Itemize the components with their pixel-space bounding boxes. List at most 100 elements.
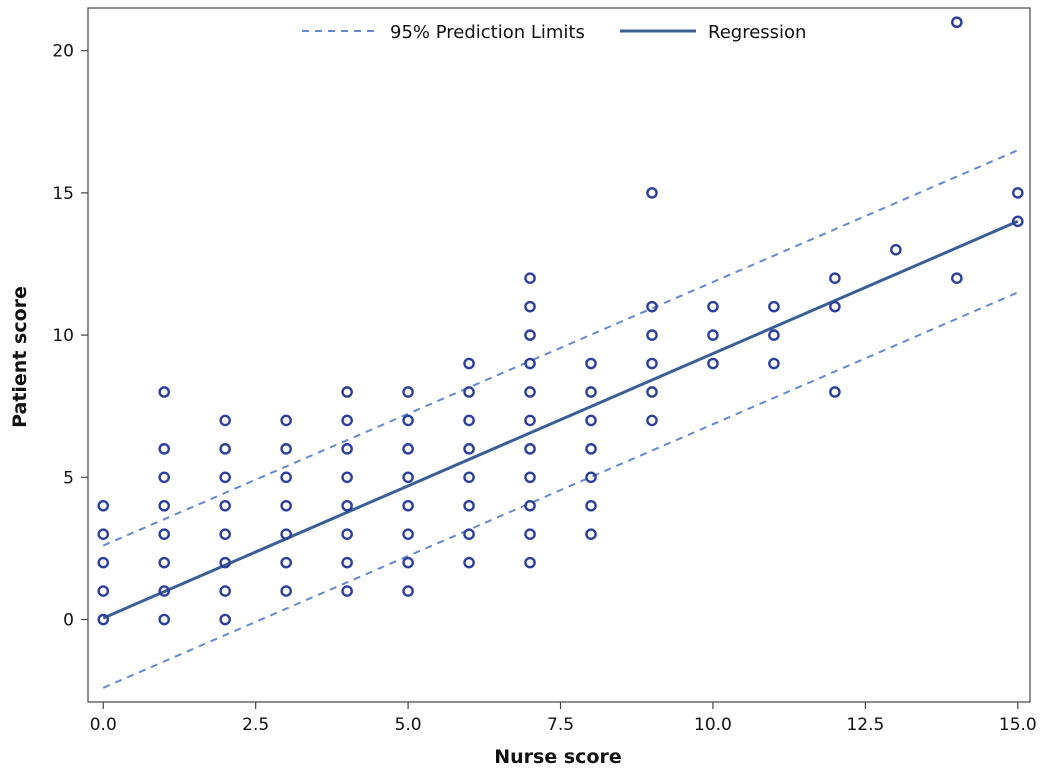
- data-point: [158, 585, 171, 597]
- data-point: [341, 499, 353, 512]
- y-axis-ticks: 0 5 10 15 20: [52, 42, 88, 631]
- data-point: [158, 613, 171, 626]
- x-tick-label: 7.5: [547, 715, 574, 735]
- data-point: [280, 443, 292, 455]
- data-point: [341, 443, 353, 455]
- y-tick-label: 10: [52, 326, 74, 346]
- data-point: [158, 386, 171, 398]
- data-point: [585, 386, 597, 398]
- data-point: [219, 499, 231, 512]
- data-point: [646, 300, 658, 313]
- data-point: [97, 585, 110, 597]
- y-tick-label: 0: [63, 611, 74, 631]
- data-point: [463, 386, 475, 398]
- data-point: [890, 243, 902, 256]
- prediction-limit-lower-line: [102, 291, 1019, 689]
- data-point: [97, 613, 110, 626]
- y-tick-label: 5: [63, 468, 74, 488]
- data-point: [585, 499, 597, 512]
- data-point: [707, 329, 719, 341]
- data-point: [585, 471, 597, 484]
- data-point: [829, 272, 841, 285]
- data-point: [585, 357, 597, 370]
- data-point: [463, 471, 475, 484]
- data-point: [158, 499, 171, 512]
- plot-content: [97, 16, 1024, 689]
- data-point: [1012, 187, 1024, 199]
- data-point: [524, 443, 536, 455]
- data-point: [524, 499, 536, 512]
- data-point: [463, 357, 475, 370]
- y-axis-title: Patient score: [9, 286, 31, 428]
- data-point: [219, 613, 231, 626]
- data-point: [646, 414, 658, 427]
- data-point: [158, 556, 171, 569]
- data-point: [341, 528, 353, 540]
- data-point: [402, 386, 414, 398]
- data-point: [402, 499, 414, 512]
- data-point: [768, 300, 780, 313]
- data-point: [341, 585, 353, 597]
- regression-line: [102, 219, 1019, 620]
- data-point: [585, 414, 597, 427]
- plot-frame: [87, 7, 1031, 703]
- data-point: [280, 585, 292, 597]
- data-point: [402, 556, 414, 569]
- data-point: [646, 386, 658, 398]
- data-point: [524, 329, 536, 341]
- data-point: [524, 414, 536, 427]
- data-point: [280, 556, 292, 569]
- x-axis-ticks: 0.0 2.5 5.0 7.5 10.0 12.5 15.0: [90, 702, 1037, 735]
- x-tick-label: 2.5: [242, 715, 269, 735]
- data-point: [280, 414, 292, 427]
- data-point: [707, 357, 719, 370]
- data-point: [829, 386, 841, 398]
- data-point: [524, 528, 536, 540]
- data-point: [524, 556, 536, 569]
- data-point: [1012, 215, 1024, 228]
- y-tick-label: 20: [52, 42, 74, 62]
- prediction-limit-upper-line: [102, 149, 1019, 547]
- data-point: [524, 386, 536, 398]
- data-point: [768, 329, 780, 341]
- data-point: [219, 585, 231, 597]
- legend-prediction-limits-label: 95% Prediction Limits: [390, 22, 585, 43]
- x-tick-label: 10.0: [694, 715, 732, 735]
- data-point: [402, 528, 414, 540]
- data-point: [463, 528, 475, 540]
- data-point: [280, 499, 292, 512]
- data-point: [158, 471, 171, 484]
- data-point: [219, 414, 231, 427]
- x-tick-label: 15.0: [999, 715, 1037, 735]
- data-point: [951, 272, 963, 285]
- data-point: [219, 556, 231, 569]
- data-point: [219, 471, 231, 484]
- data-point: [158, 443, 171, 455]
- data-point: [463, 443, 475, 455]
- data-point: [524, 471, 536, 484]
- legend-regression-label: Regression: [708, 22, 806, 43]
- data-point: [280, 528, 292, 540]
- data-point: [585, 443, 597, 455]
- data-point: [524, 300, 536, 313]
- data-point: [280, 471, 292, 484]
- data-point: [646, 357, 658, 370]
- data-point: [951, 16, 963, 29]
- data-point: [585, 528, 597, 540]
- data-point: [341, 386, 353, 398]
- data-point: [97, 528, 110, 540]
- data-point: [341, 556, 353, 569]
- data-point: [463, 414, 475, 427]
- data-point: [402, 471, 414, 484]
- data-point: [463, 556, 475, 569]
- data-point: [524, 272, 536, 285]
- data-point: [768, 357, 780, 370]
- data-point: [402, 585, 414, 597]
- x-tick-label: 5.0: [395, 715, 422, 735]
- x-tick-label: 12.5: [846, 715, 884, 735]
- x-axis-title: Nurse score: [494, 746, 622, 768]
- data-point: [463, 499, 475, 512]
- data-point: [524, 357, 536, 370]
- data-point: [219, 528, 231, 540]
